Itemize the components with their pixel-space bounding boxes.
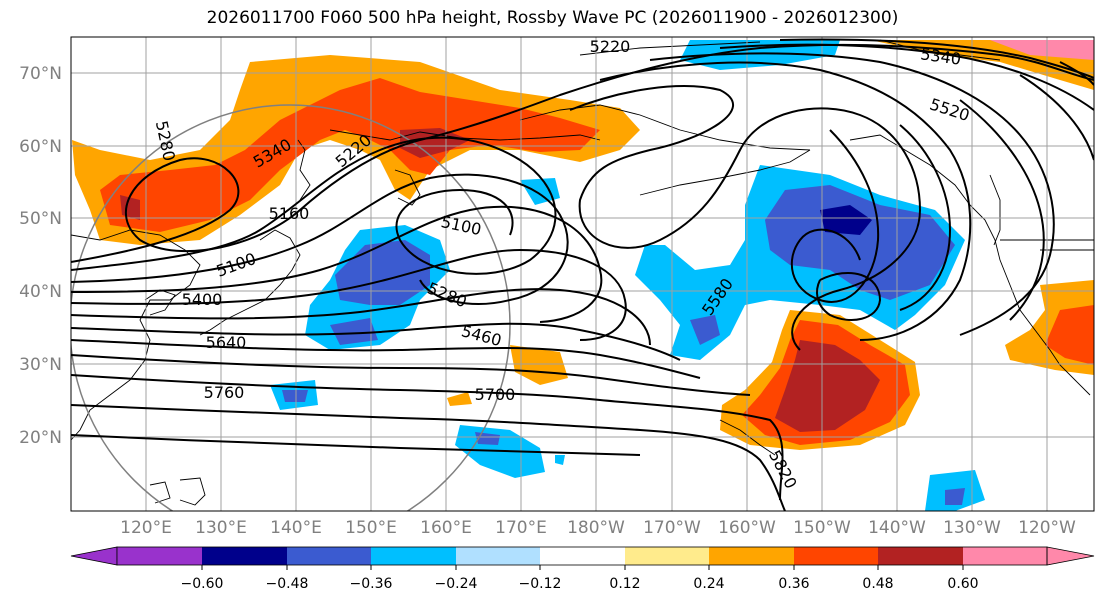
lat-label: 50°N [19, 209, 62, 229]
colorbar-tick-label: −0.60 [181, 576, 224, 592]
colorbar: −0.60 −0.48 −0.36 −0.24 −0.12 0.12 0.24 … [70, 546, 1095, 592]
map-title: 2026011700 F060 500 hPa height, Rossby W… [206, 8, 899, 28]
colorbar-segment [794, 547, 878, 565]
colorbar-tick-label: −0.48 [266, 576, 309, 592]
lon-label: 120°W [1018, 518, 1076, 538]
lon-label: 140°W [868, 518, 926, 538]
map-frame [70, 36, 1095, 512]
colorbar-tick-label: 0.36 [778, 576, 809, 592]
colorbar-segment [540, 547, 625, 565]
lon-label: 130°W [943, 518, 1001, 538]
reference-circle [71, 104, 511, 511]
contour-label: 5220 [590, 37, 631, 56]
colorbar-segment [202, 547, 287, 565]
contour-label: 5640 [206, 333, 247, 352]
colorbar-segment [456, 547, 540, 565]
lat-label: 60°N [19, 137, 62, 157]
colorbar-segment [117, 547, 202, 565]
colorbar-min-extend [70, 546, 118, 566]
lon-label: 150°E [345, 518, 397, 538]
contour-label: 5400 [182, 290, 223, 309]
lon-label: 160°W [718, 518, 776, 538]
contour-label: 5700 [475, 385, 516, 404]
colorbar-tick-label: −0.36 [350, 576, 393, 592]
lon-label: 170°E [495, 518, 547, 538]
lon-label: 130°E [195, 518, 247, 538]
contour-label: 5760 [204, 383, 245, 402]
colorbar-tick-label: −0.24 [435, 576, 478, 592]
map-plot-area [71, 37, 1094, 511]
positive-anomaly-shading [72, 40, 1094, 450]
contour-label: 5160 [269, 204, 310, 223]
colorbar-segment [287, 547, 371, 565]
lon-label: 120°E [120, 518, 172, 538]
colorbar-segment [963, 547, 1047, 565]
latitude-labels: 70°N 60°N 50°N 40°N 30°N 20°N [19, 64, 62, 448]
coastlines [71, 39, 1094, 506]
longitude-labels: 120°E 130°E 140°E 150°E 160°E 170°E 180°… [120, 518, 1076, 538]
colorbar-segment [709, 547, 794, 565]
colorbar-tick-label: 0.60 [947, 576, 978, 592]
colorbar-segment [371, 547, 456, 565]
lon-label: 160°E [420, 518, 472, 538]
lon-label: 180°W [567, 518, 625, 538]
colorbar-segment [878, 547, 963, 565]
lat-label: 40°N [19, 282, 62, 302]
lat-label: 30°N [19, 355, 62, 375]
lat-label: 70°N [19, 64, 62, 84]
colorbar-segment [625, 547, 709, 565]
colorbar-tick-label: −0.12 [519, 576, 562, 592]
lat-label: 20°N [19, 428, 62, 448]
colorbar-max-extend [1046, 546, 1095, 566]
colorbar-tick-label: 0.48 [862, 576, 893, 592]
colorbar-tick-label: 0.24 [693, 576, 724, 592]
lon-label: 140°E [270, 518, 322, 538]
colorbar-tick-label: 0.12 [609, 576, 640, 592]
lon-label: 150°W [793, 518, 851, 538]
height-contours [71, 38, 1094, 511]
lon-label: 170°W [643, 518, 701, 538]
